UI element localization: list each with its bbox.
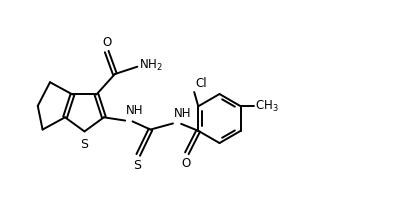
Text: NH$_2$: NH$_2$	[139, 58, 163, 73]
Text: CH$_3$: CH$_3$	[254, 99, 278, 114]
Text: S: S	[133, 159, 141, 172]
Text: S: S	[80, 138, 88, 151]
Text: O: O	[180, 157, 190, 170]
Text: Cl: Cl	[195, 77, 207, 89]
Text: O: O	[102, 36, 111, 49]
Text: NH: NH	[173, 107, 191, 120]
Text: NH: NH	[126, 104, 143, 117]
